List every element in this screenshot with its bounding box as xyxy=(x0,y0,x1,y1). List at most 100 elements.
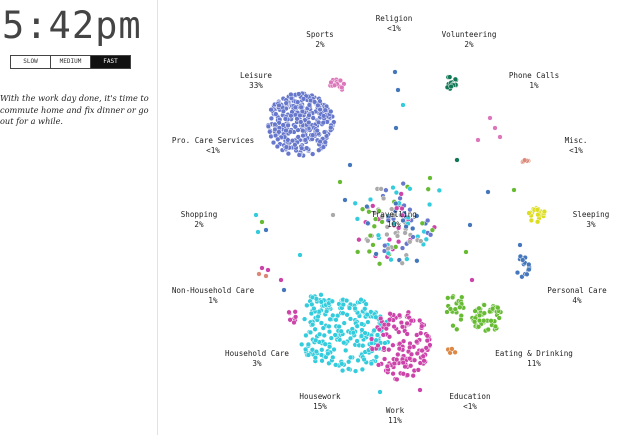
activity-label-eating: Eating & Drinking 11% xyxy=(495,349,573,369)
work-dot xyxy=(408,351,415,357)
person-dot xyxy=(487,115,493,121)
travelling-dot xyxy=(429,227,436,233)
housework-dot xyxy=(318,320,325,326)
leisure-dot xyxy=(283,127,289,134)
housework-dot xyxy=(325,350,331,357)
leisure-dot xyxy=(265,123,272,130)
housework-dot xyxy=(336,323,342,330)
work-dot xyxy=(391,360,397,367)
travelling-dot xyxy=(380,195,387,202)
travelling-dot xyxy=(405,214,411,221)
person-dot xyxy=(511,187,517,193)
leisure-dot xyxy=(322,107,328,113)
person-dot xyxy=(330,212,336,218)
sleeping-dot xyxy=(526,210,532,216)
person-dot xyxy=(347,162,353,168)
education-dot xyxy=(449,346,455,352)
housework-dot xyxy=(309,301,315,308)
housework-dot xyxy=(330,312,336,319)
volunteering-dot xyxy=(452,76,459,82)
activity-percent: <1% xyxy=(206,146,220,155)
eating-dot xyxy=(476,312,483,319)
housework-dot xyxy=(299,341,305,348)
housework-dot xyxy=(341,320,347,326)
person-dot xyxy=(297,252,303,258)
housework-dot xyxy=(321,332,327,339)
housework-dot xyxy=(361,356,367,363)
travelling-dot xyxy=(393,189,400,196)
activity-name: Leisure xyxy=(239,71,273,80)
travelling-dot xyxy=(395,239,402,245)
housework-dot xyxy=(319,358,325,364)
activity-percent: 1% xyxy=(208,296,218,305)
speed-slow-button[interactable]: SLOW xyxy=(10,55,51,69)
housework-dot xyxy=(343,347,349,354)
sports-dot xyxy=(331,82,338,88)
person-dot xyxy=(393,125,399,131)
person-dot xyxy=(263,227,269,233)
housework-dot xyxy=(359,321,365,327)
activity-percent: 10% xyxy=(387,220,401,229)
household-care-dot xyxy=(292,309,298,315)
activity-percent: 33% xyxy=(249,81,263,90)
eating-dot xyxy=(472,308,478,314)
sleeping-dot xyxy=(535,212,541,218)
activity-percent: 4% xyxy=(572,296,582,305)
travelling-dot xyxy=(400,180,406,187)
housework-dot xyxy=(319,347,325,353)
travelling-dot xyxy=(372,216,379,222)
travelling-dot xyxy=(402,230,408,236)
activity-name: Education xyxy=(449,392,491,401)
activity-label-non-household-care: Non-Household Care 1% xyxy=(172,286,254,306)
travelling-dot xyxy=(427,232,434,238)
eating-dot xyxy=(475,324,482,330)
travelling-dot xyxy=(359,206,366,212)
housework-dot xyxy=(309,321,316,328)
speed-medium-button[interactable]: MEDIUM xyxy=(50,55,91,69)
work-dot xyxy=(419,347,425,354)
housework-dot xyxy=(326,323,332,330)
leisure-dot xyxy=(276,129,282,135)
time-display: 5:42pm xyxy=(2,4,142,47)
eating-dot xyxy=(476,317,483,324)
work-dot xyxy=(411,357,418,363)
housework-dot xyxy=(352,305,358,312)
leisure-dot xyxy=(283,144,290,150)
leisure-dot xyxy=(321,129,328,135)
travelling-dot xyxy=(366,248,372,255)
work-dot xyxy=(424,337,430,344)
housework-dot xyxy=(331,346,337,353)
activity-label-personal-care: Personal Care 4% xyxy=(547,286,606,306)
sleeping-dot xyxy=(534,207,541,213)
activity-label-pro-care: Pro. Care Services <1% xyxy=(172,136,254,156)
travelling-dot xyxy=(399,212,405,218)
housework-dot xyxy=(345,366,352,372)
person-dot xyxy=(467,222,473,228)
housework-dot xyxy=(350,330,357,336)
travelling-dot xyxy=(395,225,402,231)
housework-dot xyxy=(326,344,333,350)
housework-dot xyxy=(368,360,375,367)
work-dot xyxy=(380,332,386,338)
leisure-dot xyxy=(298,104,304,110)
speed-fast-button[interactable]: FAST xyxy=(90,55,131,69)
person-dot xyxy=(337,179,343,185)
travelling-dot xyxy=(370,203,376,209)
travelling-dot xyxy=(356,237,362,243)
leisure-dot xyxy=(272,121,278,128)
work-dot xyxy=(369,346,375,352)
housework-dot xyxy=(327,316,333,322)
leisure-dot xyxy=(273,111,279,117)
person-dot xyxy=(427,175,433,181)
eating-dot xyxy=(485,326,491,333)
activity-percent: <1% xyxy=(463,402,477,411)
person-dot xyxy=(469,277,475,283)
activity-name: Household Care xyxy=(224,349,290,358)
leisure-dot xyxy=(328,124,334,131)
eating-dot xyxy=(496,315,502,321)
housework-dot xyxy=(305,352,312,358)
eating-dot xyxy=(476,305,482,311)
travelling-dot xyxy=(390,221,397,227)
travelling-dot xyxy=(367,232,374,239)
leisure-dot xyxy=(292,124,298,130)
